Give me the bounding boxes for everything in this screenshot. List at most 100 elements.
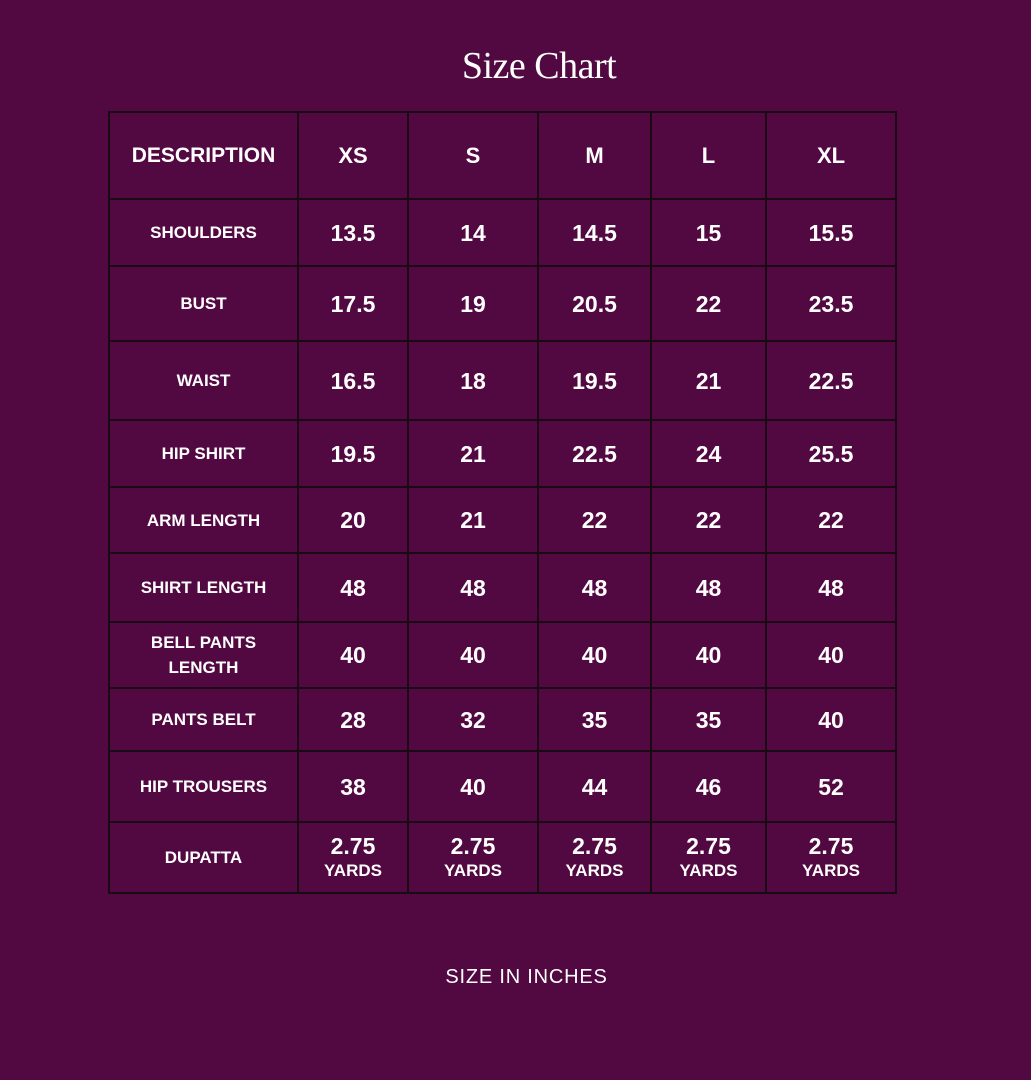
size-value: 40 — [460, 642, 486, 668]
table-row: BELL PANTS LENGTH 40 40 40 40 40 — [108, 621, 897, 689]
size-value-cell: 48 — [650, 552, 767, 623]
size-value: 40 — [581, 642, 608, 668]
row-label: PANTS BELT — [108, 687, 299, 752]
table-row: HIP SHIRT 19.5 21 22.5 24 25.5 — [108, 419, 897, 488]
size-value: 2.75 — [808, 832, 854, 859]
size-value: 48 — [340, 574, 366, 601]
size-value: 22 — [581, 507, 608, 533]
size-value: 15.5 — [808, 219, 854, 246]
size-value: 2.75 — [572, 832, 617, 859]
size-value: 22.5 — [572, 440, 617, 467]
size-value-cell: 18 — [407, 340, 539, 421]
size-value-cell: 23.5 — [765, 265, 897, 342]
size-value: 14.5 — [572, 219, 617, 246]
unit-label: YARDS — [444, 860, 502, 880]
size-value-cell: 40 — [407, 621, 539, 689]
table-row: PANTS BELT 28 32 35 35 40 — [108, 687, 897, 752]
size-value: 17.5 — [330, 290, 376, 317]
size-value-cell: 22.5 — [537, 419, 652, 488]
size-value-cell: 35 — [650, 687, 767, 752]
size-value: 32 — [460, 706, 486, 733]
size-value: 25.5 — [808, 440, 854, 467]
size-value-cell: 48 — [297, 552, 409, 623]
size-value-cell: 22 — [650, 265, 767, 342]
size-value-cell: 16.5 — [297, 340, 409, 421]
size-value: 19 — [460, 290, 486, 317]
size-value-cell: 40 — [297, 621, 409, 689]
size-value-cell: 48 — [765, 552, 897, 623]
table-row: SHOULDERS 13.5 14 14.5 15 15.5 — [108, 198, 897, 267]
column-header: DESCRIPTION — [108, 111, 299, 200]
size-value: 2.75 — [450, 832, 496, 859]
size-value-cell: 35 — [537, 687, 652, 752]
size-value-cell: 15.5 — [765, 198, 897, 267]
size-value-cell: 2.75 YARDS — [297, 821, 409, 894]
size-value-cell: 22 — [765, 486, 897, 554]
size-value: 20.5 — [572, 290, 617, 317]
column-header: L — [650, 111, 767, 200]
size-value: 48 — [460, 574, 486, 601]
size-value: 19.5 — [330, 440, 376, 467]
size-value: 22 — [695, 507, 722, 533]
size-value-cell: 19.5 — [297, 419, 409, 488]
size-value: 18 — [460, 367, 486, 394]
size-value: 21 — [695, 367, 722, 394]
table-row: DUPATTA 2.75 YARDS 2.75 YARDS 2.75 YARDS 2.75 YA… — [108, 821, 897, 894]
size-value-cell: 22.5 — [765, 340, 897, 421]
size-value: 46 — [695, 773, 722, 800]
size-value-cell: 52 — [765, 750, 897, 823]
size-value-cell: 2.75 YARDS — [407, 821, 539, 894]
size-value: 52 — [818, 773, 844, 800]
size-value: 48 — [818, 574, 844, 601]
size-value-cell: 40 — [407, 750, 539, 823]
size-value: 2.75 — [686, 832, 731, 859]
row-label: WAIST — [108, 340, 299, 421]
size-value-cell: 38 — [297, 750, 409, 823]
row-label: SHOULDERS — [108, 198, 299, 267]
size-value: 20 — [340, 507, 366, 533]
size-value-cell: 15 — [650, 198, 767, 267]
size-value: 40 — [818, 706, 844, 733]
size-value: 35 — [581, 706, 608, 733]
size-value: 13.5 — [330, 219, 376, 246]
size-value: 16.5 — [330, 367, 376, 394]
column-header: XS — [297, 111, 409, 200]
size-value-cell: 28 — [297, 687, 409, 752]
size-value-cell: 24 — [650, 419, 767, 488]
page-title: Size Chart — [461, 45, 617, 87]
size-value-cell: 2.75 YARDS — [765, 821, 897, 894]
size-value: 23.5 — [808, 290, 854, 317]
row-label: DUPATTA — [108, 821, 299, 894]
size-value: 38 — [340, 773, 366, 800]
size-value-cell: 22 — [537, 486, 652, 554]
unit-label: YARDS — [802, 860, 860, 880]
row-label: HIP SHIRT — [108, 419, 299, 488]
size-value-cell: 21 — [407, 419, 539, 488]
size-value-cell: 21 — [407, 486, 539, 554]
size-value-cell: 21 — [650, 340, 767, 421]
size-value-cell: 40 — [765, 687, 897, 752]
size-value: 21 — [460, 507, 486, 533]
table-row: HIP TROUSERS 38 40 44 46 52 — [108, 750, 897, 823]
row-label: ARM LENGTH — [108, 486, 299, 554]
size-value: 15 — [695, 219, 722, 246]
size-value-cell: 44 — [537, 750, 652, 823]
size-value-cell: 17.5 — [297, 265, 409, 342]
size-chart-table: DESCRIPTION XS S M L XL SHOULDERS 13.5 14 1… — [108, 111, 897, 894]
size-value-cell: 40 — [537, 621, 652, 689]
size-value-cell: 13.5 — [297, 198, 409, 267]
size-value: 35 — [695, 706, 722, 733]
size-value-cell: 40 — [650, 621, 767, 689]
column-header: S — [407, 111, 539, 200]
size-value-cell: 2.75 YARDS — [650, 821, 767, 894]
size-value: 22.5 — [808, 367, 854, 394]
size-value-cell: 19 — [407, 265, 539, 342]
size-value: 44 — [581, 773, 608, 800]
size-value-cell: 20 — [297, 486, 409, 554]
size-value: 40 — [460, 773, 486, 800]
row-label: BUST — [108, 265, 299, 342]
row-label: HIP TROUSERS — [108, 750, 299, 823]
table-row: WAIST 16.5 18 19.5 21 22.5 — [108, 340, 897, 421]
column-header: M — [537, 111, 652, 200]
size-value: 28 — [340, 706, 366, 733]
